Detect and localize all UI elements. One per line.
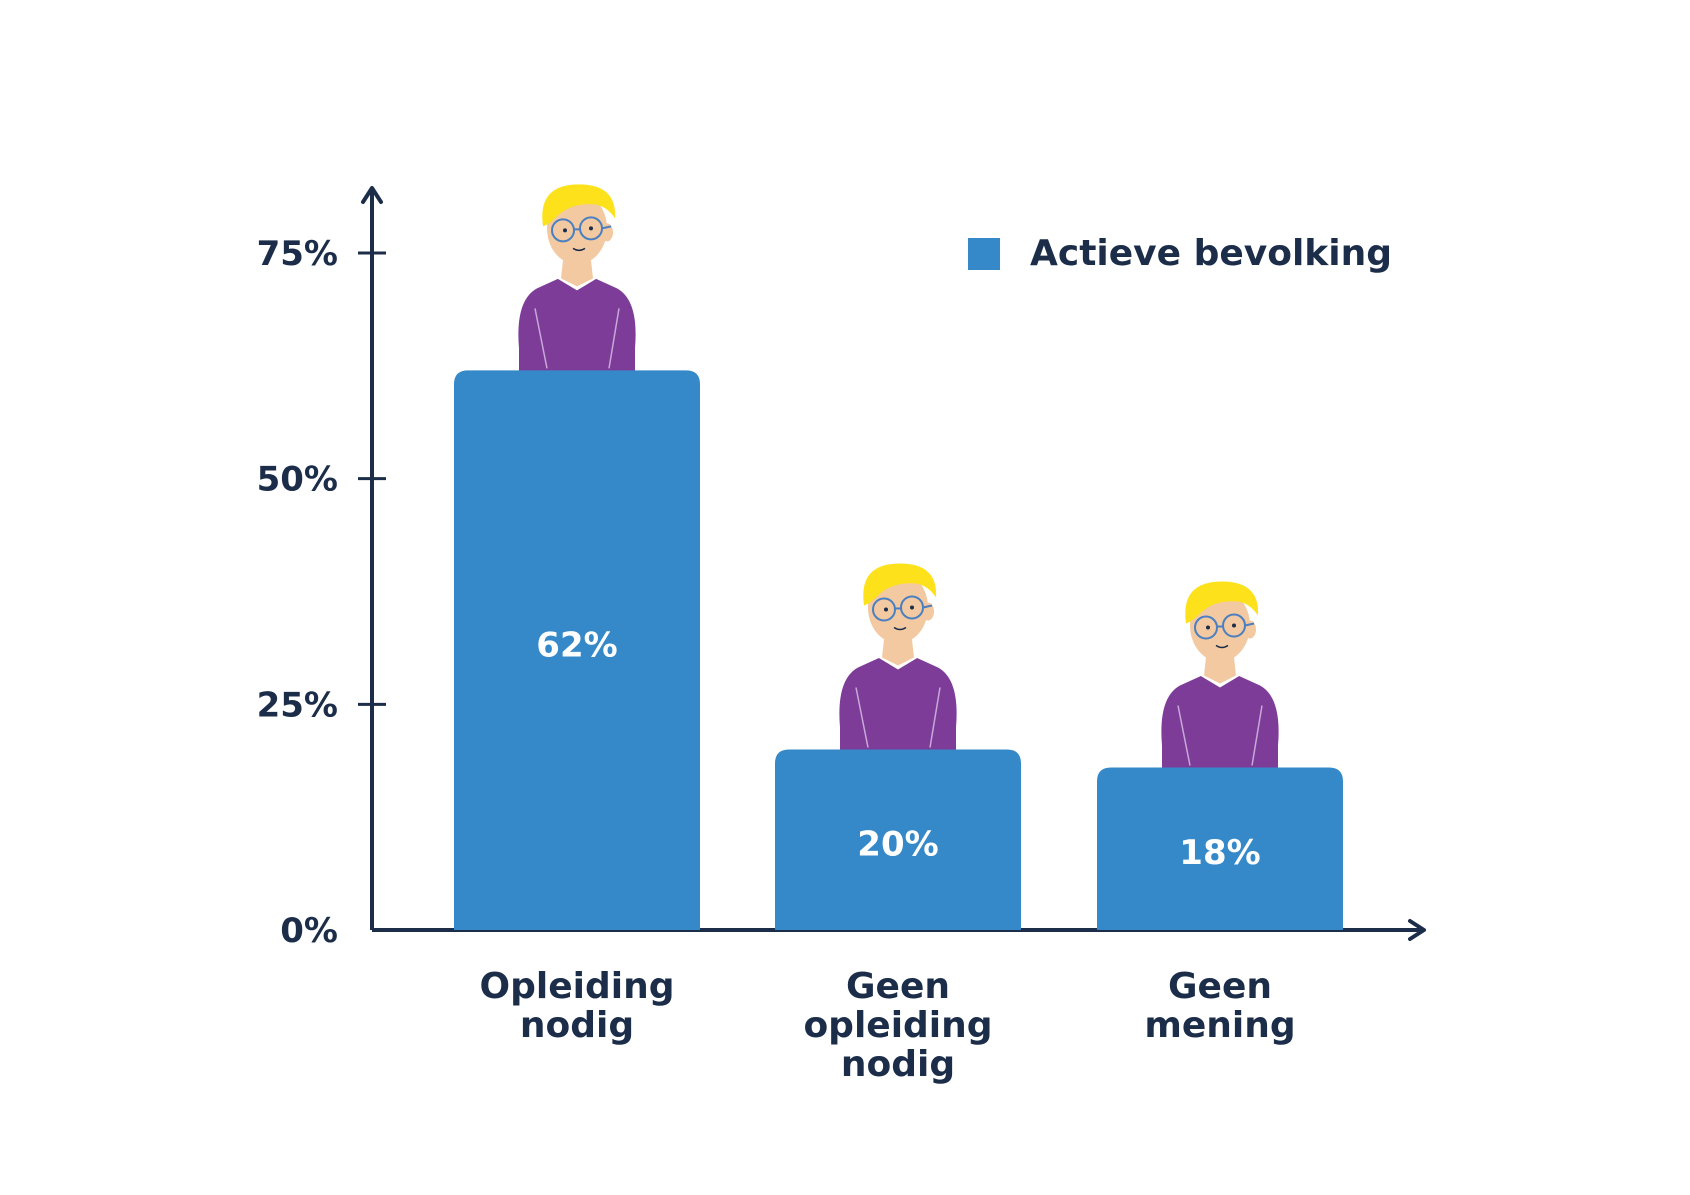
bar-value-label: 62% [536, 626, 617, 666]
category-label: Geen [846, 966, 950, 1007]
category-label: nodig [841, 1044, 955, 1085]
category-label: mening [1144, 1005, 1295, 1046]
bar-value-label: 20% [857, 824, 938, 864]
category-label: Opleiding [480, 966, 675, 1007]
legend: Actieve bevolking [968, 233, 1392, 274]
legend-label: Actieve bevolking [1030, 233, 1392, 274]
legend-swatch [968, 238, 1000, 270]
category-label: Geen [1168, 966, 1272, 1007]
y-tick-label: 75% [257, 234, 338, 274]
y-tick-label: 50% [257, 460, 338, 500]
category-labels: OpleidingnodigGeenopleidingnodigGeenmeni… [480, 966, 1296, 1085]
bar [1097, 767, 1343, 930]
y-axis: 0% 25% 50% 75% [257, 186, 386, 951]
y-axis-arrow-icon [361, 186, 383, 204]
bar-value-label: 18% [1179, 833, 1260, 873]
category-label: opleiding [803, 1005, 992, 1046]
bar [454, 370, 700, 930]
x-axis-arrow-icon [1408, 919, 1426, 941]
y-tick-label: 0% [280, 911, 338, 951]
y-tick-label: 25% [257, 685, 338, 725]
bars: 62% 20% 18% [454, 370, 1343, 930]
category-label: nodig [520, 1005, 634, 1046]
bar [775, 749, 1021, 930]
